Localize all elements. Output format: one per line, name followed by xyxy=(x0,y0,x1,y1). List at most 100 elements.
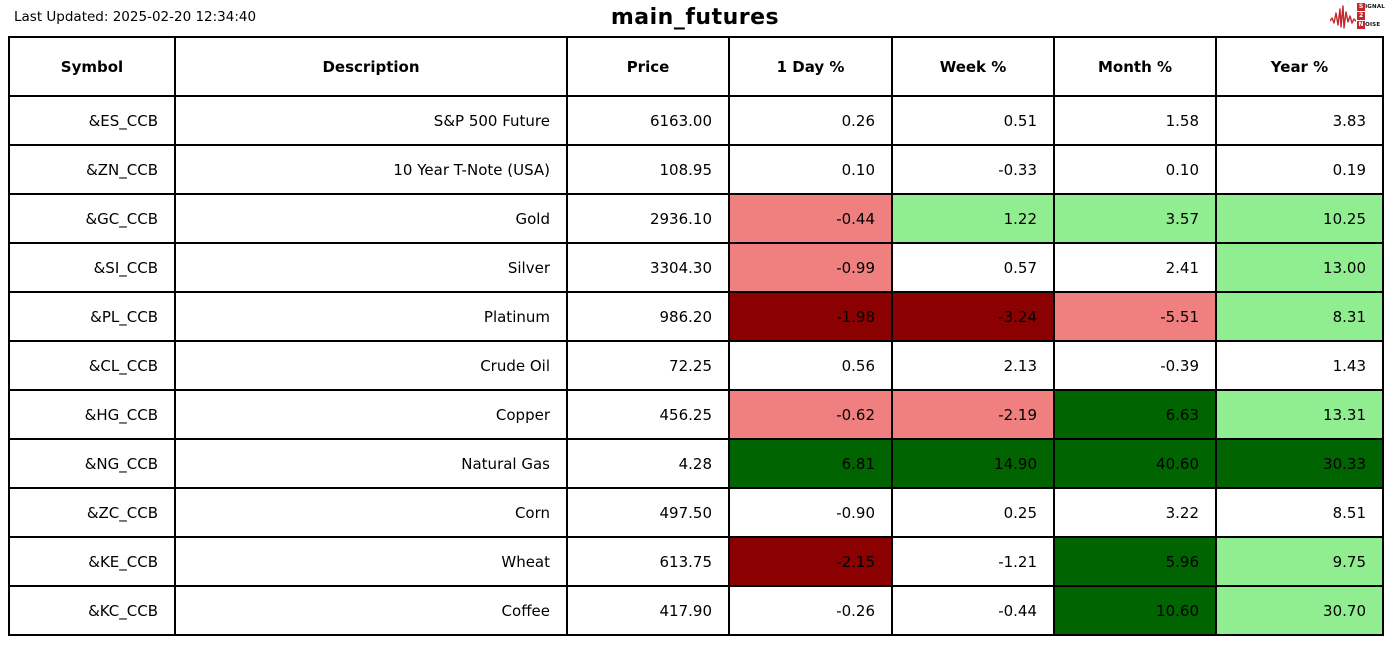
day-pct-cell: 0.10 xyxy=(728,144,893,195)
col-header-symbol: Symbol xyxy=(8,36,176,97)
symbol-cell: &KE_CCB xyxy=(8,536,176,587)
logo-letter-2: 2 xyxy=(1357,12,1366,20)
week-pct-cell: 14.90 xyxy=(891,438,1055,489)
year-pct-cell: 13.00 xyxy=(1215,242,1384,293)
col-header-year-pct: Year % xyxy=(1215,36,1384,97)
price-cell: 986.20 xyxy=(566,291,730,342)
year-pct-cell: 8.31 xyxy=(1215,291,1384,342)
month-pct-cell: -0.39 xyxy=(1053,340,1217,391)
day-pct-cell: 6.81 xyxy=(728,438,893,489)
table-row: &ES_CCB S&P 500 Future 6163.00 0.26 0.51… xyxy=(8,95,1384,146)
table-row: &KC_CCB Coffee 417.90 -0.26 -0.44 10.60 … xyxy=(8,585,1384,636)
year-pct-cell: 0.19 xyxy=(1215,144,1384,195)
price-cell: 2936.10 xyxy=(566,193,730,244)
description-cell: Crude Oil xyxy=(174,340,568,391)
week-pct-cell: -2.19 xyxy=(891,389,1055,440)
description-cell: Natural Gas xyxy=(174,438,568,489)
month-pct-cell: 6.63 xyxy=(1053,389,1217,440)
table-row: &ZN_CCB 10 Year T-Note (USA) 108.95 0.10… xyxy=(8,144,1384,195)
week-pct-cell: 1.22 xyxy=(891,193,1055,244)
price-cell: 72.25 xyxy=(566,340,730,391)
table-header: Symbol Description Price 1 Day % Week % … xyxy=(8,36,1384,97)
year-pct-cell: 10.25 xyxy=(1215,193,1384,244)
day-pct-cell: -0.44 xyxy=(728,193,893,244)
logo-wordmark: S IGNAL 2 N OISE xyxy=(1357,3,1385,29)
symbol-cell: &ZC_CCB xyxy=(8,487,176,538)
day-pct-cell: -0.62 xyxy=(728,389,893,440)
day-pct-cell: -0.90 xyxy=(728,487,893,538)
month-pct-cell: 3.22 xyxy=(1053,487,1217,538)
week-pct-cell: -3.24 xyxy=(891,291,1055,342)
month-pct-cell: 1.58 xyxy=(1053,95,1217,146)
month-pct-cell: 3.57 xyxy=(1053,193,1217,244)
description-cell: Silver xyxy=(174,242,568,293)
table-row: &SI_CCB Silver 3304.30 -0.99 0.57 2.41 1… xyxy=(8,242,1384,293)
logo-text-oise: OISE xyxy=(1365,22,1381,28)
month-pct-cell: 40.60 xyxy=(1053,438,1217,489)
price-cell: 6163.00 xyxy=(566,95,730,146)
price-cell: 417.90 xyxy=(566,585,730,636)
table-row: &KE_CCB Wheat 613.75 -2.15 -1.21 5.96 9.… xyxy=(8,536,1384,587)
symbol-cell: &CL_CCB xyxy=(8,340,176,391)
symbol-cell: &ES_CCB xyxy=(8,95,176,146)
price-cell: 497.50 xyxy=(566,487,730,538)
symbol-cell: &KC_CCB xyxy=(8,585,176,636)
week-pct-cell: 0.57 xyxy=(891,242,1055,293)
month-pct-cell: -5.51 xyxy=(1053,291,1217,342)
day-pct-cell: 0.56 xyxy=(728,340,893,391)
day-pct-cell: -0.99 xyxy=(728,242,893,293)
description-cell: Gold xyxy=(174,193,568,244)
year-pct-cell: 30.70 xyxy=(1215,585,1384,636)
month-pct-cell: 5.96 xyxy=(1053,536,1217,587)
table-row: &GC_CCB Gold 2936.10 -0.44 1.22 3.57 10.… xyxy=(8,193,1384,244)
logo-text-ignal: IGNAL xyxy=(1365,4,1385,10)
year-pct-cell: 9.75 xyxy=(1215,536,1384,587)
day-pct-cell: -0.26 xyxy=(728,585,893,636)
description-cell: Corn xyxy=(174,487,568,538)
week-pct-cell: 0.25 xyxy=(891,487,1055,538)
col-header-month-pct: Month % xyxy=(1053,36,1217,97)
year-pct-cell: 3.83 xyxy=(1215,95,1384,146)
week-pct-cell: 2.13 xyxy=(891,340,1055,391)
week-pct-cell: -0.44 xyxy=(891,585,1055,636)
description-cell: S&P 500 Future xyxy=(174,95,568,146)
day-pct-cell: -1.98 xyxy=(728,291,893,342)
week-pct-cell: -0.33 xyxy=(891,144,1055,195)
page-title: main_futures xyxy=(610,5,780,30)
week-pct-cell: -1.21 xyxy=(891,536,1055,587)
price-cell: 4.28 xyxy=(566,438,730,489)
table-row: &CL_CCB Crude Oil 72.25 0.56 2.13 -0.39 … xyxy=(8,340,1384,391)
description-cell: Coffee xyxy=(174,585,568,636)
description-cell: Platinum xyxy=(174,291,568,342)
col-header-week-pct: Week % xyxy=(891,36,1055,97)
col-header-description: Description xyxy=(174,36,568,97)
waveform-icon xyxy=(1330,5,1357,29)
symbol-cell: &PL_CCB xyxy=(8,291,176,342)
table-row: &NG_CCB Natural Gas 4.28 6.81 14.90 40.6… xyxy=(8,438,1384,489)
day-pct-cell: 0.26 xyxy=(728,95,893,146)
price-cell: 456.25 xyxy=(566,389,730,440)
price-cell: 3304.30 xyxy=(566,242,730,293)
week-pct-cell: 0.51 xyxy=(891,95,1055,146)
description-cell: Copper xyxy=(174,389,568,440)
signal2noise-logo: S IGNAL 2 N OISE xyxy=(1330,3,1385,29)
table-row: &ZC_CCB Corn 497.50 -0.90 0.25 3.22 8.51 xyxy=(8,487,1384,538)
table-row: &HG_CCB Copper 456.25 -0.62 -2.19 6.63 1… xyxy=(8,389,1384,440)
last-updated-text: Last Updated: 2025-02-20 12:34:40 xyxy=(14,9,257,25)
table-row: &PL_CCB Platinum 986.20 -1.98 -3.24 -5.5… xyxy=(8,291,1384,342)
month-pct-cell: 10.60 xyxy=(1053,585,1217,636)
day-pct-cell: -2.15 xyxy=(728,536,893,587)
year-pct-cell: 8.51 xyxy=(1215,487,1384,538)
logo-letter-s: S xyxy=(1357,3,1366,11)
price-cell: 108.95 xyxy=(566,144,730,195)
symbol-cell: &ZN_CCB xyxy=(8,144,176,195)
logo-letter-n: N xyxy=(1357,21,1366,29)
month-pct-cell: 2.41 xyxy=(1053,242,1217,293)
year-pct-cell: 13.31 xyxy=(1215,389,1384,440)
description-cell: Wheat xyxy=(174,536,568,587)
symbol-cell: &NG_CCB xyxy=(8,438,176,489)
symbol-cell: &SI_CCB xyxy=(8,242,176,293)
month-pct-cell: 0.10 xyxy=(1053,144,1217,195)
col-header-price: Price xyxy=(566,36,730,97)
